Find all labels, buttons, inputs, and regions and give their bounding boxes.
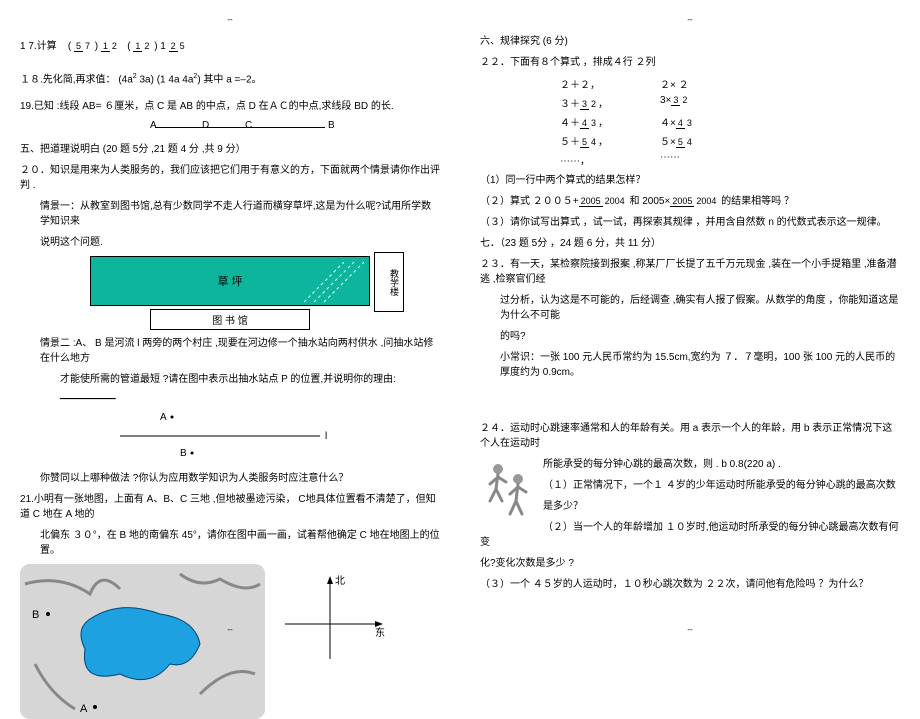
r3c2: ４×43 [660,114,760,129]
map-image: B A [20,564,265,719]
r1c1: ２＋２， [560,76,660,91]
q20-l1: ２０．知识是用来为人类服务的，我们应该把它们用于有意义的方，下面就两个情景请你作… [20,163,440,193]
q17-prefix: 1 7.计算 [20,41,57,52]
pattern-grid: ２＋２，２× ２ ３＋32， 3×32 ４＋43， ４×43 ５＋54， ５×5… [560,76,900,167]
q17-frac1: 57 [74,42,92,51]
spacer [480,386,900,421]
building-label: 教学楼 [389,269,399,296]
q23-l1: ２３．有一天，某检察院接到报案 ,称某厂厂长提了五千万元现金 ,装在一个小手提箱… [480,257,900,287]
seg-c: C [245,120,252,131]
river-label-l: l [325,431,327,442]
q17-frac2: 12 [101,42,119,51]
q24-l2: 所能承受的每分钟心跳的最高次数，则 . b 0.8(220 a) . [480,457,900,472]
q17-p4: ) 1 [154,41,166,52]
dash-bottom-left: -- [0,625,460,634]
runner-icon [480,459,535,529]
dash-bottom-right: -- [460,625,920,634]
section6: 六、规律探究 (6 分) [480,34,900,49]
lawn-hatch-icon [304,262,364,412]
dash-top-right: -- [480,15,900,24]
q24-sub3: （３）一个 ４５岁的人运动时，１０秒心跳次数为 ２２次，请问他有危险吗 ？为什么… [480,577,900,592]
q20-l4: 情景二 :A、 B 是河流 l 两旁的两个村庄 ,现要在河边修一个抽水站向两村供… [20,336,440,366]
q17-p1: ( [68,41,71,52]
q24-sub2b: 化?变化次数是多少 ? [480,556,900,571]
q22-sub2: （２）算式 ２００５+20052004 和 2005×20052004 的结果相… [480,194,900,209]
q23-l3: 的吗? [480,329,900,344]
axis-diagram: 北 东 [280,574,390,664]
q20-l6: 你赞同以上哪种做法 ?你认为应用数学知识为人类服务时应注意什么？ [20,471,440,486]
section5: 五、把道理说明白 (20 题 5分 ,21 题 4 分 ,共 9 分） [20,142,440,157]
q17: 1 7.计算 ( 57 ) 12 ( 12 ) 1 25 [20,39,440,54]
q21-l2: 北偏东 ３０°，在 B 地的南偏东 45°，请你在图中画一画，试着帮他确定 C … [20,528,440,558]
q18: １８.先化简,再求值： (4a2 3a) (1 4a 4a2) 其中 a =–2… [20,72,440,87]
q20-underline: __________ [60,389,116,400]
r4c2: ５×54 [660,133,760,148]
q23-l4: 小常识：一张 100 元人民币常约为 15.5cm,宽约为 ７．７毫明，100 … [480,350,900,380]
seg-a: A [150,120,157,131]
library-box: 图 书 馆 [150,309,310,330]
q24-sub1b: 是多少？ [480,499,900,514]
q21-l1: 21.小明有一张地图，上面有 A、B、C 三地 ,但地被墨迹污染， C地具体位置… [20,492,440,522]
q20-l2: 情景一：从教室到图书馆,总有少数同学不走人行道而横穿草坪,这是为什么呢?试用所学… [20,199,440,229]
q17-frac4: 25 [169,42,187,51]
q18-t2: 3a) (1 4a 4a [137,74,194,85]
r5c2: ⋯⋯ [660,152,760,167]
q19-text: 19.已知 :线段 AB= ６厘米，点 C 是 AB 的中点，点 D 在ＡＣ的中… [20,99,440,114]
section7: 七．（23 题 5分 ，24 题 6 分，共 11 分） [480,236,900,251]
q17-frac3: 12 [133,42,151,51]
map-label-a: A [80,703,88,715]
building-box: 教学楼 [374,252,404,312]
q24-sub1: （１）正常情况下，一个１ ４岁的少年运动时所能承受的每分钟心跳的最高次数 [480,478,900,493]
seg-d: D [202,120,209,131]
lawn-label: 草 坪 [217,273,242,289]
lawn-diagram: 草 坪 教学楼 图 书 馆 [90,256,370,330]
r4c1: ５＋54， [560,133,660,148]
segment-diagram: A D C B [140,122,440,134]
river-diagram: A l B [90,408,390,468]
left-page: -- 1 7.计算 ( 57 ) 12 ( 12 ) 1 25 １８.先化简,再… [0,0,460,637]
map-label-b: B [32,609,39,621]
q22-sub1: （1）同一行中两个算式的结果怎样？ [480,173,900,188]
seg-b: B [328,120,335,131]
r2c2: 3×32 [660,95,760,110]
river-point-b: B [180,448,187,459]
q22-l1: ２２．下面有８个算式 ，排成４行 ２列 [480,55,900,70]
q20-l3: 说明这个问题. [20,235,440,250]
r2c1: ３＋32， [560,95,660,110]
r3c1: ４＋43， [560,114,660,129]
q22-sub3: （３）请你试写出算式 ，试一试，再探索其规律 ，并用含自然数 n 的代数式表示这… [480,215,900,230]
r1c2: ２× ２ [660,76,760,91]
map-area: B A 北 东 [20,564,440,719]
right-page: -- 六、规律探究 (6 分) ２２．下面有８个算式 ，排成４行 ２列 ２＋２，… [460,0,920,637]
map-svg: B A [20,564,265,719]
q18-t1: １８.先化简,再求值： (4a [20,74,133,85]
q24-body: 所能承受的每分钟心跳的最高次数，则 . b 0.8(220 a) . （１）正常… [480,457,900,577]
dash-top-left: -- [20,15,440,24]
q24-sub2: （２）当一个人的年龄增加 １０岁时,他运动时所承受的每分钟心跳最高次数有何变 [480,520,900,550]
axis-north: 北 [335,575,345,587]
q17-p3: ( [127,41,130,52]
river-point-a: A [160,412,167,423]
q23-l2: 过分析，认为这是不可能的，后经调查 ,确实有人报了假案。从数学的角度 ，你能知道… [480,293,900,323]
q17-p2: ) [95,41,98,52]
q18-t3: ) 其中 a =–2。 [197,74,261,85]
q20-l5: 才能使所需的管道最短 ?请在图中表示出抽水站点 P 的位置,并说明你的理由: _… [20,372,440,402]
r5c1: ⋯⋯， [560,152,660,167]
q24-l1: ２４．运动时心跳速率通常和人的年龄有关。用 a 表示一个人的年龄，用 b 表示正… [480,421,900,451]
